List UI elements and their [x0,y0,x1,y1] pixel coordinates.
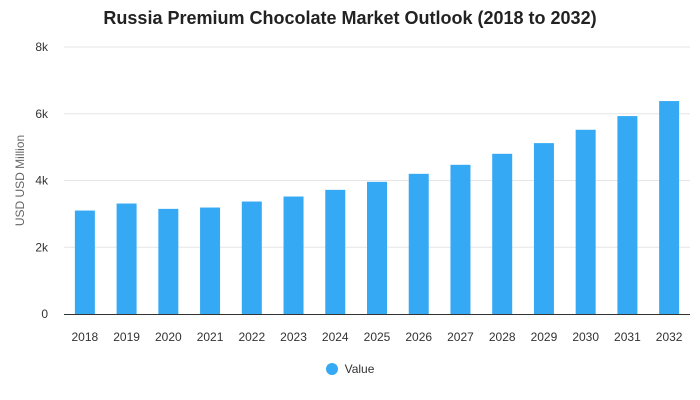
bar-2027[interactable] [450,164,471,314]
x-tick-label: 2023 [280,330,307,344]
y-axis-title: USD USD Million [13,135,27,226]
x-tick-label: 2032 [656,330,683,344]
x-tick-label: 2022 [238,330,265,344]
x-tick-label: 2027 [447,330,474,344]
bar-2030[interactable] [575,129,596,314]
y-tick-label: 4k [35,174,49,188]
x-tick-label: 2026 [405,330,432,344]
bar-2019[interactable] [116,203,137,314]
x-tick-label: 2031 [614,330,641,344]
bar-2028[interactable] [492,153,513,314]
bar-2029[interactable] [533,143,554,314]
x-tick-label: 2021 [197,330,224,344]
y-tick-labels: 0 2k 4k 6k 8k [35,40,49,321]
chart-title: Russia Premium Chocolate Market Outlook … [103,8,597,28]
bar-2031[interactable] [617,116,638,315]
x-tick-label: 2024 [322,330,349,344]
bar-2021[interactable] [200,207,221,314]
y-tick-label: 6k [35,107,49,121]
x-tick-labels: 2018 2019 2020 2021 2022 2023 2024 2025 2026 2027… [72,330,683,344]
bar-2032[interactable] [659,101,680,314]
x-tick-label: 2025 [364,330,391,344]
bar-2024[interactable] [325,189,346,314]
x-tick-label: 2018 [72,330,99,344]
x-tick-label: 2028 [489,330,516,344]
legend-label: Value [344,362,375,376]
y-tick-label: 2k [35,240,49,254]
bar-2025[interactable] [367,181,387,314]
legend[interactable]: Value [0,362,700,376]
legend-swatch-icon [325,363,338,375]
x-tick-label: 2020 [155,330,182,344]
x-tick-label: 2019 [113,330,140,344]
bar-2022[interactable] [241,201,262,314]
x-tick-label: 2030 [572,330,599,344]
bar-2026[interactable] [408,173,429,314]
y-tick-label: 0 [41,307,48,321]
bar-2018[interactable] [74,210,95,314]
bar-2023[interactable] [283,196,304,314]
x-tick-label: 2029 [531,330,558,344]
bars [74,101,680,315]
bar-2020[interactable] [158,208,179,314]
y-tick-label: 8k [35,40,49,54]
